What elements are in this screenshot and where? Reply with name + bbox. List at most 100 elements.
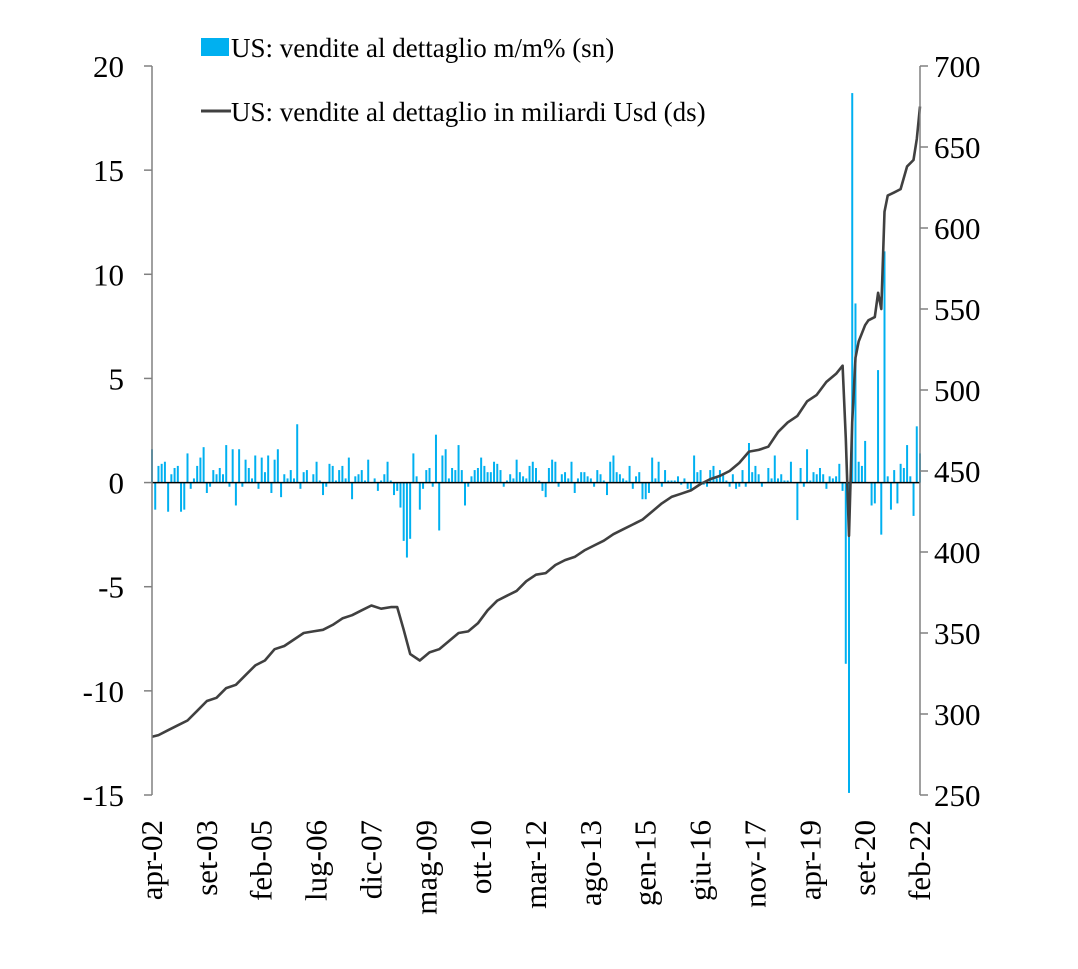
bar xyxy=(405,482,408,558)
bar xyxy=(247,467,250,483)
bar xyxy=(502,482,505,487)
bar xyxy=(292,478,295,483)
y-right-tick-label: 350 xyxy=(934,616,981,651)
y-left-tick-label: 15 xyxy=(93,153,124,188)
bar xyxy=(599,474,602,483)
bar xyxy=(902,467,905,483)
bar xyxy=(835,476,838,483)
bar xyxy=(157,465,160,483)
bar xyxy=(651,457,654,483)
bar xyxy=(906,445,909,483)
bar xyxy=(686,482,689,489)
bar xyxy=(163,461,166,483)
bar xyxy=(647,482,650,493)
y-left-tick-label: 20 xyxy=(93,49,124,84)
bar xyxy=(612,455,615,483)
bar xyxy=(547,467,550,483)
bar xyxy=(263,472,266,483)
bar xyxy=(780,474,783,483)
bar xyxy=(270,482,273,493)
bar xyxy=(389,480,392,483)
bar xyxy=(496,463,499,483)
bar xyxy=(273,459,276,483)
bar xyxy=(535,467,537,483)
bar xyxy=(522,476,525,483)
bar xyxy=(170,474,173,483)
bar xyxy=(828,476,831,483)
bar xyxy=(696,472,699,483)
bar xyxy=(531,461,534,483)
bar xyxy=(338,470,341,483)
bar xyxy=(538,480,541,483)
bar xyxy=(244,459,247,483)
bar xyxy=(622,478,625,483)
bar xyxy=(589,478,592,483)
bar xyxy=(376,482,379,491)
bar xyxy=(399,482,402,508)
y-left-tick-label: -5 xyxy=(98,570,124,605)
y-right-tick-label: 700 xyxy=(934,49,981,84)
bar xyxy=(493,461,496,483)
bar xyxy=(825,482,828,489)
series-line xyxy=(151,106,922,738)
bar xyxy=(654,478,657,483)
bar xyxy=(318,480,321,483)
bar xyxy=(260,457,263,483)
bar xyxy=(615,472,618,483)
bar xyxy=(354,476,357,483)
bar xyxy=(657,461,660,483)
y-left-tick-label: -15 xyxy=(83,778,124,813)
bar xyxy=(560,474,563,483)
bar xyxy=(857,461,860,483)
bar xyxy=(525,478,528,483)
bar xyxy=(315,461,318,483)
bar xyxy=(241,482,244,487)
bar xyxy=(467,482,470,487)
bar xyxy=(528,465,531,483)
bar xyxy=(173,467,176,483)
bar xyxy=(322,482,325,496)
bar xyxy=(325,482,328,487)
x-tick-label: lug-06 xyxy=(299,820,334,901)
bar xyxy=(464,482,466,506)
bar xyxy=(741,470,744,483)
bar xyxy=(415,476,418,483)
x-tick-label: dic-07 xyxy=(353,820,388,899)
bar xyxy=(451,467,454,483)
x-tick-label: set-03 xyxy=(189,820,224,896)
bar xyxy=(880,482,883,535)
bar xyxy=(889,482,892,510)
bar xyxy=(573,482,576,493)
bar xyxy=(870,482,873,506)
bar xyxy=(457,445,460,483)
bar xyxy=(609,461,612,483)
x-tick-label: apr-19 xyxy=(792,820,827,900)
bar xyxy=(505,480,508,483)
bar xyxy=(431,482,434,487)
bar xyxy=(257,482,260,489)
bar xyxy=(660,482,663,487)
bar xyxy=(289,470,292,483)
bar xyxy=(744,482,747,487)
bar xyxy=(915,426,918,483)
bar xyxy=(460,470,463,483)
bar xyxy=(596,470,599,483)
bar xyxy=(215,474,218,483)
bar xyxy=(818,467,821,483)
bar xyxy=(480,457,483,483)
x-tick-label: mar-12 xyxy=(518,820,553,909)
bar xyxy=(806,449,809,483)
bar xyxy=(383,474,386,483)
bar xyxy=(551,459,554,483)
bar xyxy=(341,465,344,483)
bar xyxy=(760,482,763,487)
bar xyxy=(583,472,586,483)
y-right-tick-label: 250 xyxy=(934,778,981,813)
bar xyxy=(154,482,157,510)
bar xyxy=(864,440,867,483)
bar xyxy=(367,459,370,483)
bar xyxy=(777,478,780,483)
bar xyxy=(580,472,583,483)
bar xyxy=(838,463,841,483)
